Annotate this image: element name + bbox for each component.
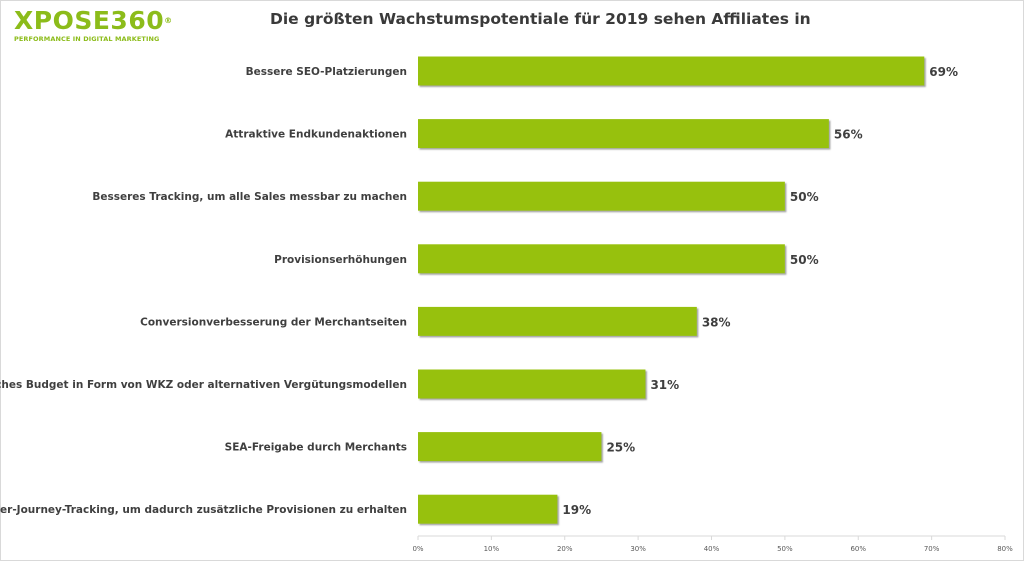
value-label: 69% (929, 65, 958, 79)
value-label: 25% (606, 441, 635, 455)
x-tick-label: 10% (484, 545, 500, 553)
x-tick-label: 0% (412, 545, 423, 553)
bar (418, 181, 785, 211)
category-label: Provisionserhöhungen (274, 254, 407, 266)
bar (418, 119, 829, 149)
x-tick-label: 30% (630, 545, 646, 553)
registered-mark: ® (164, 16, 173, 25)
logo-wordmark: XPOSE360® (14, 6, 173, 35)
logo-tagline: PERFORMANCE IN DIGITAL MARKETING (14, 35, 160, 43)
bar (418, 244, 785, 274)
x-tick-label: 60% (850, 545, 866, 553)
bar (418, 494, 558, 524)
value-label: 56% (834, 128, 863, 142)
value-label: 38% (702, 315, 731, 329)
category-label: Zusätzliches Budget in Form von WKZ oder… (0, 379, 407, 391)
value-label: 31% (650, 378, 679, 392)
value-label: 19% (562, 503, 591, 517)
category-label: Besseres Tracking, um alle Sales messbar… (92, 191, 407, 203)
x-tick-label: 80% (997, 545, 1013, 553)
bar (418, 56, 925, 86)
x-tick-label: 50% (777, 545, 793, 553)
bar (418, 432, 602, 462)
chart-title: Die größten Wachstumspotentiale für 2019… (270, 10, 811, 28)
category-label: Conversionverbesserung der Merchantseite… (140, 316, 407, 328)
category-label: Customer-Journey-Tracking, um dadurch zu… (0, 504, 407, 516)
x-tick-label: 20% (557, 545, 573, 553)
value-label: 50% (790, 253, 819, 267)
value-label: 50% (790, 190, 819, 204)
x-tick-label: 40% (704, 545, 720, 553)
x-tick-label: 70% (924, 545, 940, 553)
bar (418, 306, 697, 336)
category-label: SEA-Freigabe durch Merchants (225, 442, 407, 454)
category-label: Attraktive Endkundenaktionen (225, 129, 407, 141)
bar (418, 369, 646, 399)
category-label: Bessere SEO-Platzierungen (246, 66, 407, 78)
logo: XPOSE360® PERFORMANCE IN DIGITAL MARKETI… (14, 6, 173, 44)
